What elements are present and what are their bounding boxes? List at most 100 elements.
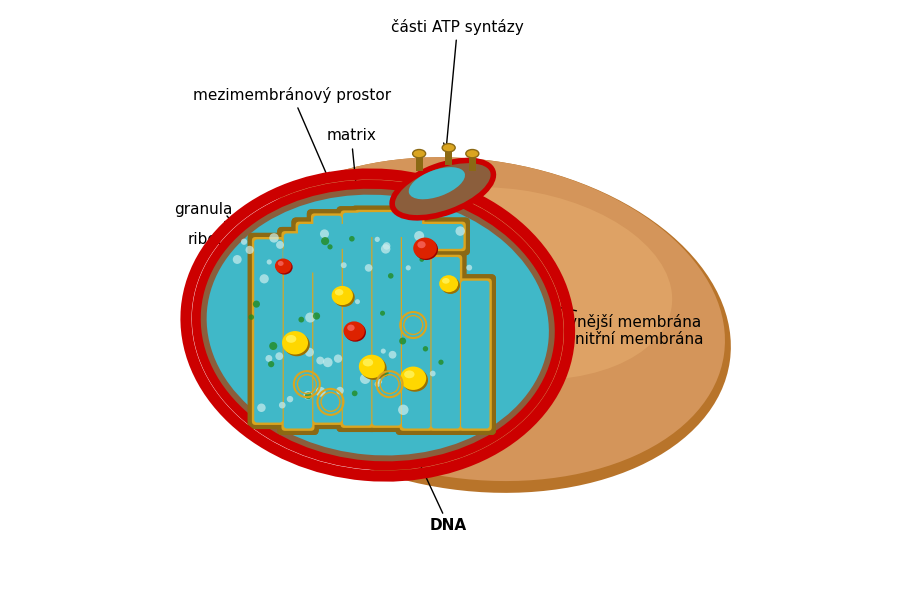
FancyBboxPatch shape	[429, 255, 462, 431]
FancyBboxPatch shape	[248, 233, 289, 429]
Ellipse shape	[233, 255, 241, 264]
FancyBboxPatch shape	[336, 206, 378, 432]
Ellipse shape	[333, 355, 343, 363]
FancyBboxPatch shape	[281, 245, 332, 275]
FancyBboxPatch shape	[251, 237, 285, 425]
FancyBboxPatch shape	[370, 210, 403, 428]
Ellipse shape	[414, 231, 425, 241]
FancyBboxPatch shape	[343, 213, 371, 426]
Ellipse shape	[214, 157, 731, 493]
Ellipse shape	[430, 371, 436, 376]
Ellipse shape	[357, 330, 362, 335]
FancyBboxPatch shape	[282, 231, 315, 431]
FancyBboxPatch shape	[459, 278, 492, 431]
Ellipse shape	[201, 189, 554, 462]
Ellipse shape	[361, 356, 387, 380]
Ellipse shape	[383, 242, 391, 249]
FancyBboxPatch shape	[296, 222, 366, 251]
Ellipse shape	[265, 355, 273, 362]
Ellipse shape	[466, 150, 479, 158]
FancyBboxPatch shape	[351, 206, 428, 243]
FancyBboxPatch shape	[311, 213, 344, 425]
Ellipse shape	[377, 379, 382, 384]
Ellipse shape	[360, 374, 370, 384]
Text: matrix: matrix	[326, 128, 376, 220]
Ellipse shape	[286, 396, 293, 402]
FancyBboxPatch shape	[403, 217, 470, 255]
Ellipse shape	[416, 251, 423, 256]
FancyBboxPatch shape	[251, 237, 285, 425]
FancyBboxPatch shape	[425, 251, 466, 435]
FancyBboxPatch shape	[400, 231, 433, 431]
Ellipse shape	[332, 286, 353, 305]
FancyBboxPatch shape	[402, 233, 430, 428]
Ellipse shape	[278, 261, 284, 266]
Text: mezimembránový prostor: mezimembránový prostor	[193, 86, 391, 179]
FancyBboxPatch shape	[408, 222, 466, 251]
FancyBboxPatch shape	[283, 248, 331, 272]
Ellipse shape	[269, 233, 279, 243]
Ellipse shape	[253, 301, 260, 308]
Ellipse shape	[363, 359, 373, 366]
Ellipse shape	[316, 356, 324, 365]
FancyBboxPatch shape	[429, 255, 462, 431]
Ellipse shape	[439, 275, 458, 292]
Ellipse shape	[327, 244, 332, 249]
Ellipse shape	[398, 405, 409, 415]
FancyBboxPatch shape	[254, 239, 283, 423]
Ellipse shape	[466, 265, 472, 271]
FancyBboxPatch shape	[355, 210, 425, 239]
FancyBboxPatch shape	[298, 224, 363, 249]
Text: části ATP syntázy: části ATP syntázy	[391, 18, 524, 150]
Text: kristy: kristy	[247, 252, 290, 282]
Ellipse shape	[404, 371, 414, 378]
Ellipse shape	[290, 332, 299, 340]
FancyBboxPatch shape	[283, 248, 331, 272]
Ellipse shape	[405, 265, 411, 271]
Ellipse shape	[316, 387, 326, 397]
Ellipse shape	[341, 262, 346, 268]
Ellipse shape	[279, 402, 286, 408]
Ellipse shape	[355, 299, 360, 304]
FancyBboxPatch shape	[408, 222, 466, 251]
FancyBboxPatch shape	[410, 224, 463, 249]
Ellipse shape	[192, 180, 564, 470]
Ellipse shape	[246, 246, 254, 254]
Ellipse shape	[375, 381, 380, 387]
FancyBboxPatch shape	[403, 217, 470, 255]
Ellipse shape	[268, 361, 274, 367]
Ellipse shape	[359, 355, 385, 378]
Ellipse shape	[344, 323, 366, 342]
Ellipse shape	[320, 229, 329, 238]
FancyBboxPatch shape	[343, 213, 371, 426]
Ellipse shape	[399, 337, 406, 345]
Ellipse shape	[456, 226, 465, 236]
Ellipse shape	[220, 157, 725, 481]
FancyBboxPatch shape	[355, 210, 425, 239]
FancyBboxPatch shape	[284, 233, 312, 428]
FancyBboxPatch shape	[395, 227, 437, 435]
Ellipse shape	[321, 237, 329, 245]
Ellipse shape	[381, 369, 389, 376]
Ellipse shape	[438, 359, 444, 365]
Ellipse shape	[441, 277, 460, 294]
FancyBboxPatch shape	[282, 231, 315, 431]
Ellipse shape	[442, 278, 449, 284]
FancyBboxPatch shape	[455, 274, 496, 435]
Ellipse shape	[389, 351, 396, 359]
FancyBboxPatch shape	[395, 227, 437, 435]
FancyBboxPatch shape	[307, 209, 348, 429]
Ellipse shape	[286, 335, 297, 343]
Text: vnitřní membrána: vnitřní membrána	[524, 326, 704, 348]
Ellipse shape	[344, 187, 672, 380]
Ellipse shape	[305, 313, 315, 323]
Ellipse shape	[375, 237, 379, 242]
Ellipse shape	[423, 346, 428, 352]
Ellipse shape	[347, 324, 355, 331]
FancyBboxPatch shape	[410, 224, 463, 249]
Ellipse shape	[305, 348, 314, 357]
Ellipse shape	[354, 330, 359, 336]
FancyBboxPatch shape	[402, 233, 430, 428]
Ellipse shape	[276, 241, 284, 249]
FancyBboxPatch shape	[341, 210, 374, 428]
